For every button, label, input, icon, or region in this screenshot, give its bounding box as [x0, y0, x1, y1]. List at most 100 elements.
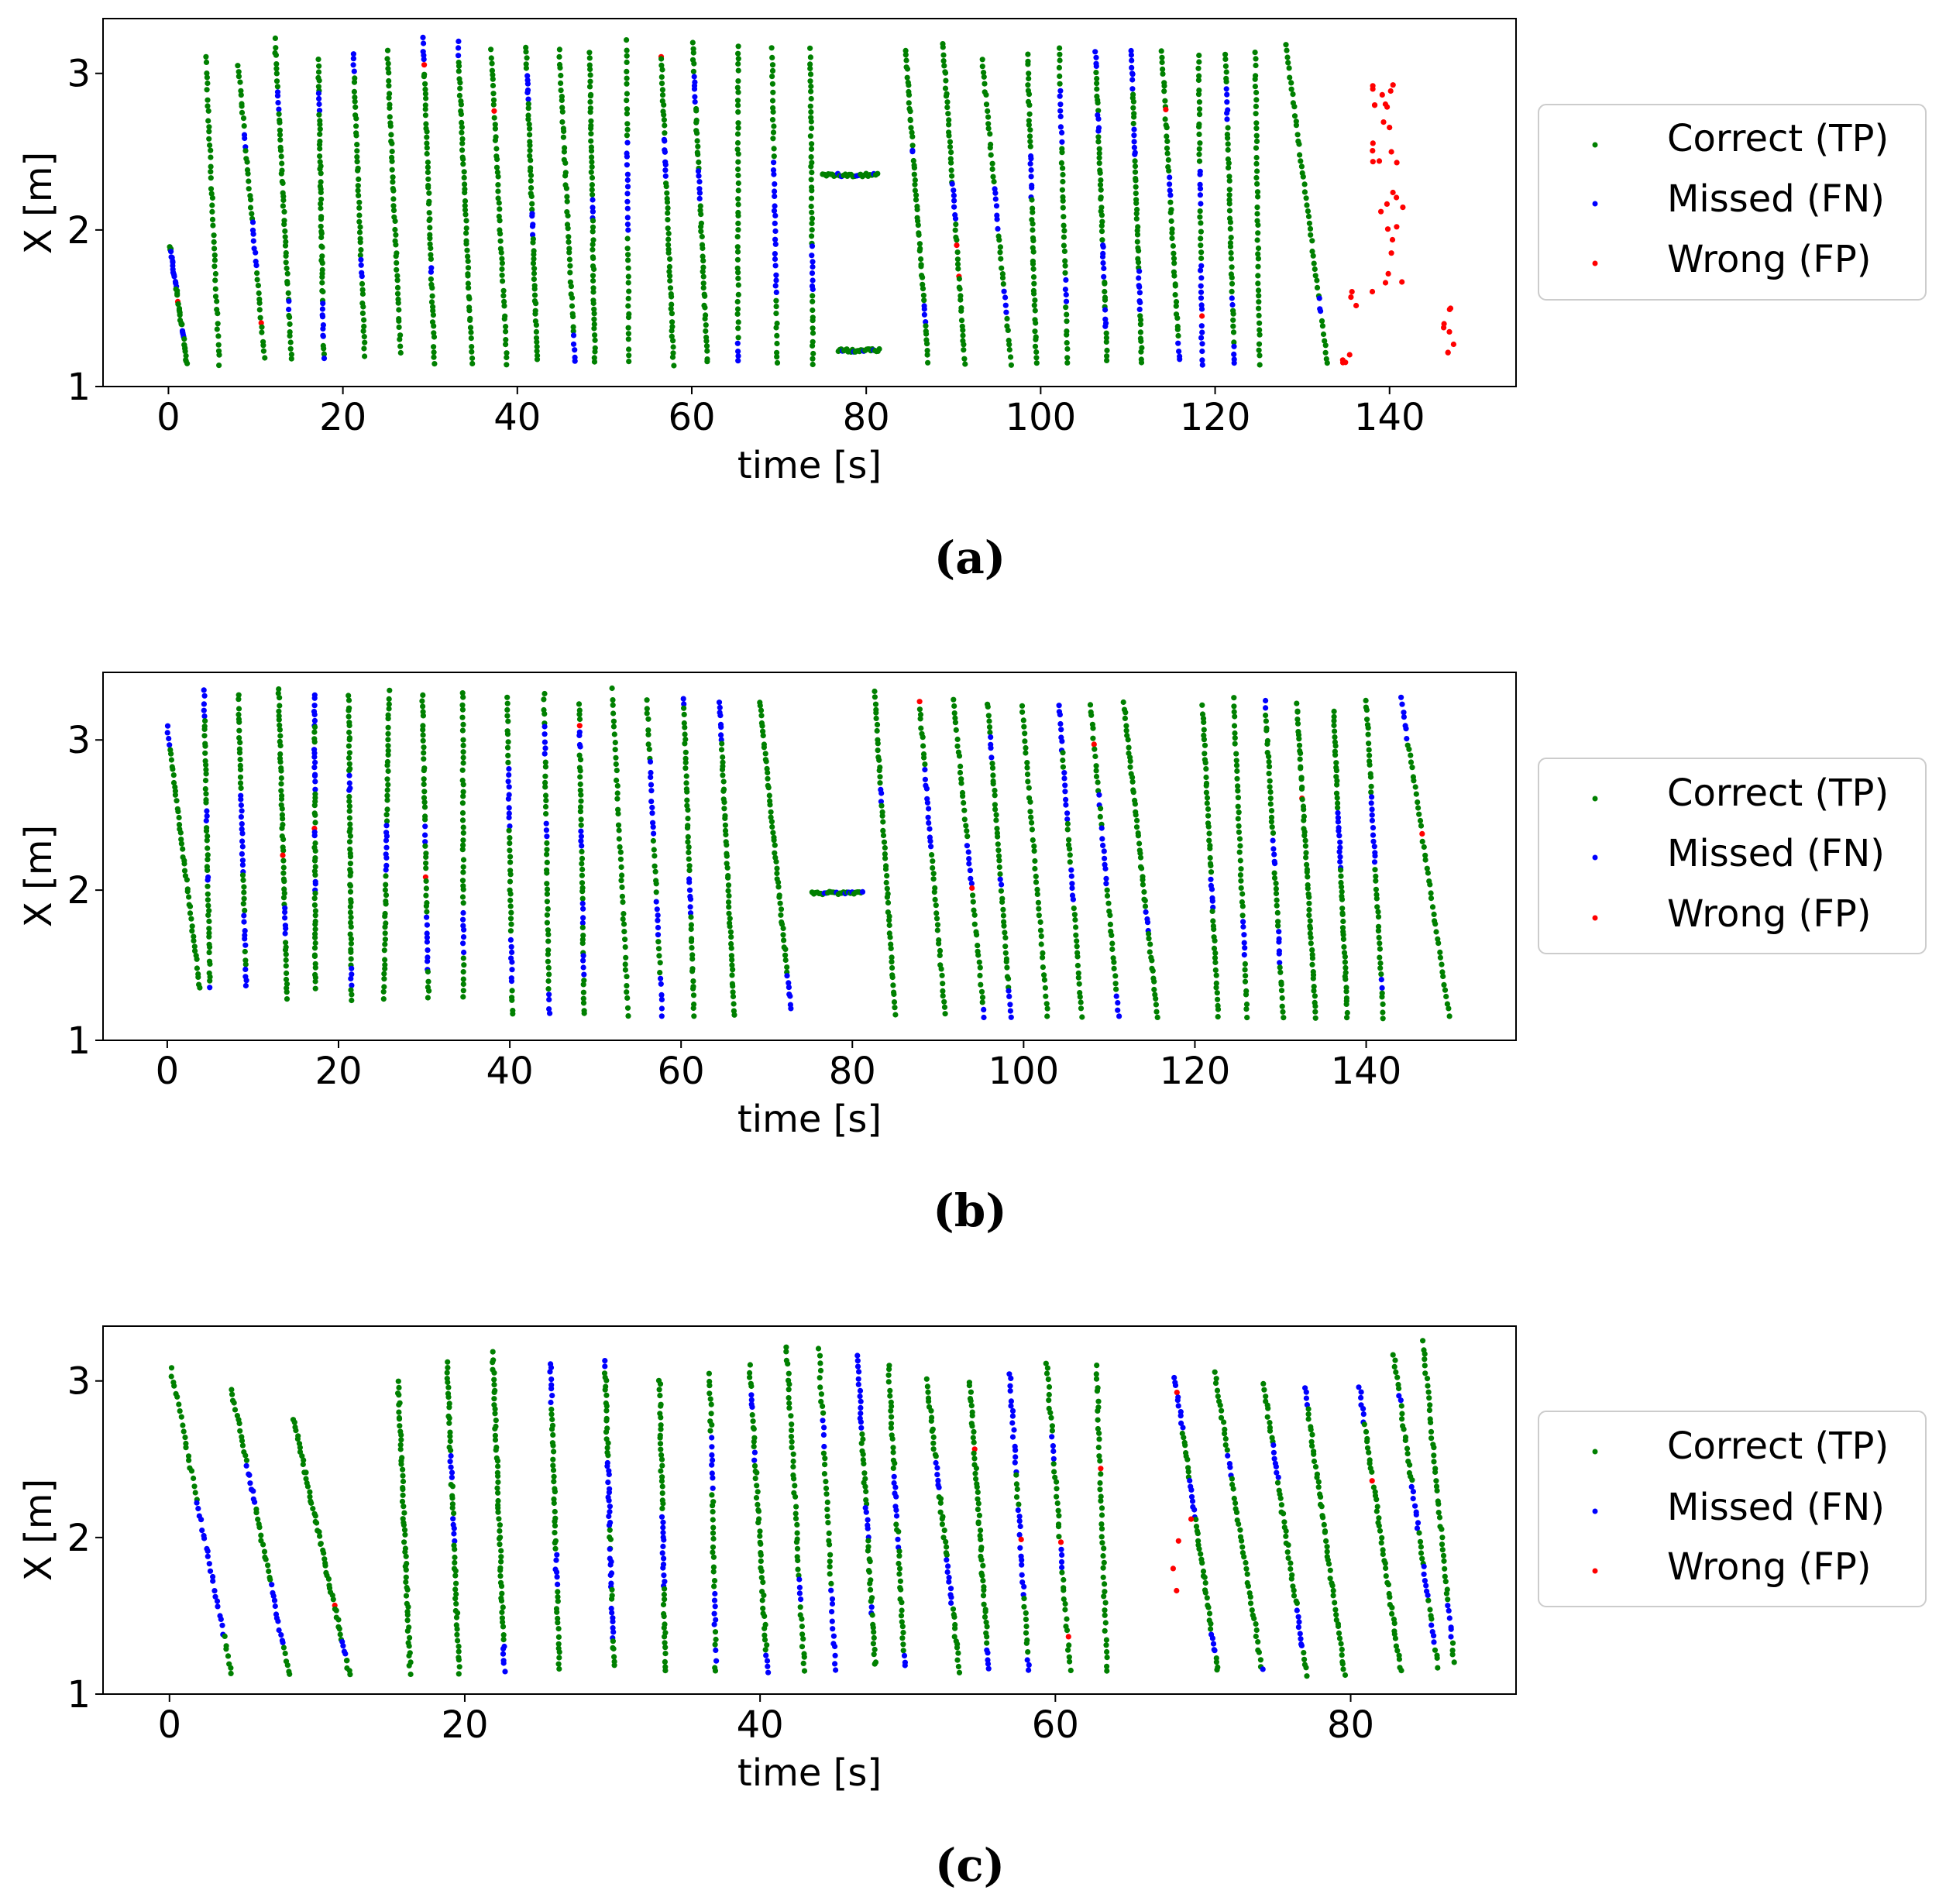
panel-c-point-tp-12 — [182, 1435, 188, 1441]
panel-b-point-tp-1666 — [1411, 778, 1417, 784]
panel-b-point-tp-1245 — [1107, 912, 1113, 919]
panel-a-point-tp-464 — [464, 247, 470, 253]
panel-b-point-tp-1201 — [1074, 943, 1080, 950]
panel-c-point-tp-1014 — [1054, 1479, 1060, 1485]
panel-c-point-fn-1397 — [1412, 1503, 1418, 1509]
panel-a-point-tp-1231 — [1033, 336, 1039, 342]
panel-a-point-tp-1197 — [1027, 139, 1033, 145]
panel-a-point-tp-886 — [735, 159, 741, 165]
panel-b-point-tp-553 — [542, 773, 548, 779]
panel-c-point-tp-1266 — [1305, 1411, 1312, 1418]
panel-a-point-tp-636 — [568, 284, 575, 290]
panel-c-point-fn-992 — [1024, 1657, 1030, 1663]
panel-a-point-tp-577 — [531, 251, 537, 258]
panel-c-point-tp-143 — [322, 1562, 328, 1569]
panel-a-point-tp-612 — [561, 128, 567, 134]
panel-a-point-tp-806 — [670, 350, 676, 356]
panel-b-point-tp-842 — [730, 983, 736, 989]
panel-a-point-tp-459 — [463, 218, 469, 224]
panel-c-point-tp-999 — [1046, 1383, 1053, 1390]
panel-b-point-tp-541 — [541, 690, 548, 697]
panel-b-point-fn-700 — [648, 769, 654, 776]
panel-b-point-tp-117 — [237, 762, 243, 769]
panel-b-point-tp-682 — [622, 961, 628, 967]
panel-b-point-tp-38 — [189, 923, 195, 930]
panel-b-point-tp-992 — [930, 871, 937, 877]
panel-a-point-tp-1261 — [1061, 222, 1067, 229]
panel-b-point-tp-1472 — [1279, 995, 1285, 1001]
panel-c-point-fn-971 — [1016, 1518, 1023, 1524]
panel-a-point-tp-79 — [211, 252, 218, 258]
panel-b-point-tp-283 — [346, 723, 352, 729]
panel-b-point-tp-1223 — [1093, 768, 1099, 774]
panel-a-point-tp-1678 — [875, 170, 881, 177]
panel-c-point-tp-122 — [303, 1476, 309, 1482]
panel-a-point-tp-506 — [495, 174, 501, 180]
panel-c-point-tp-113 — [294, 1436, 301, 1442]
panel-b-point-tp-1636 — [1375, 914, 1382, 920]
panel-b-point-fn-72 — [204, 808, 210, 814]
panel-c-point-tp-201 — [402, 1531, 408, 1538]
panel-c-point-fn-714 — [829, 1609, 835, 1615]
panel-a-point-tp-1642 — [1319, 323, 1325, 329]
panel-c-point-tp-1066 — [1098, 1512, 1105, 1518]
panel-c-point-tp-62 — [239, 1438, 246, 1444]
panel-b-point-tp-611 — [578, 822, 584, 828]
panel-b-point-fn-334 — [349, 982, 355, 988]
panel-a-point-tp-614 — [562, 145, 568, 151]
panel-c-point-tp-220 — [404, 1627, 411, 1634]
panel-c-point-tp-1123 — [1195, 1538, 1202, 1544]
panel-c-point-tp-482 — [658, 1452, 665, 1458]
panel-c-point-tp-573 — [748, 1383, 755, 1390]
panel-b-point-tp-839 — [730, 967, 736, 973]
panel-c-point-tp-1081 — [1102, 1612, 1108, 1618]
panel-a-point-tp-1150 — [989, 160, 995, 167]
panel-b-point-tp-1140 — [1032, 857, 1038, 864]
panel-a-points — [167, 34, 1456, 369]
panel-b-point-fn-979 — [923, 785, 930, 792]
panel-b-point-tp-1046 — [970, 899, 976, 905]
panel-c-point-tp-1033 — [1062, 1600, 1068, 1607]
panel-a-point-tp-116 — [246, 186, 252, 192]
panel-b-point-tp-357 — [384, 797, 390, 803]
panel-a-point-tp-387 — [424, 140, 430, 146]
panel-b-point-tp-1082 — [992, 806, 999, 813]
panel-b-point-fn-625 — [579, 900, 586, 906]
panel-c-point-fn-347 — [500, 1651, 507, 1657]
panel-b-y-tick-label-1: 2 — [67, 869, 91, 912]
panel-a-point-tp-858 — [702, 304, 708, 311]
panel-a-point-tp-173 — [280, 193, 287, 200]
panel-a-point-tp-830 — [695, 151, 701, 157]
panel-a-point-fn-942 — [772, 228, 779, 234]
panel-b-point-tp-427 — [423, 903, 430, 909]
panel-c-point-tp-799 — [890, 1465, 896, 1471]
panel-b-point-tp-654 — [613, 754, 619, 761]
panel-b-point-tp-1639 — [1376, 934, 1382, 940]
panel-b-point-tp-583 — [546, 971, 552, 978]
panel-c-point-fn-1217 — [1270, 1442, 1277, 1449]
panel-c-point-tp-1403 — [1417, 1538, 1424, 1545]
panel-b-point-fn-218 — [311, 703, 318, 709]
panel-c-point-tp-627 — [783, 1349, 789, 1355]
panel-c-point-tp-327 — [498, 1548, 504, 1554]
panel-b-point-tp-281 — [346, 713, 352, 720]
panel-c-point-tp-789 — [888, 1407, 894, 1414]
panel-c-point-tp-1182 — [1239, 1544, 1246, 1550]
panel-b-point-tp-689 — [625, 1013, 631, 1019]
panel-a-point-tp-381 — [422, 106, 428, 112]
panel-c-point-tp-1381 — [1399, 1411, 1405, 1417]
panel-c-point-tp-571 — [747, 1374, 753, 1380]
panel-a-point-tp-1442 — [1173, 299, 1180, 305]
panel-b-point-tp-348 — [385, 748, 391, 754]
panel-b-legend-fp-marker — [1592, 915, 1598, 921]
panel-c-point-tp-196 — [401, 1510, 407, 1516]
panel-b-point-fn-704 — [648, 799, 655, 805]
panel-a-point-tp-1407 — [1161, 83, 1167, 89]
panel-b-point-tp-1137 — [1030, 837, 1036, 844]
panel-b-point-tp-963 — [892, 1005, 898, 1011]
panel-c-point-tp-181 — [398, 1431, 404, 1438]
panel-b-point-tp-1416 — [1243, 973, 1249, 979]
panel-c-point-tp-325 — [496, 1535, 503, 1541]
panel-c-point-fn-1096 — [1175, 1403, 1181, 1409]
panel-c-point-fn-877 — [948, 1600, 954, 1607]
